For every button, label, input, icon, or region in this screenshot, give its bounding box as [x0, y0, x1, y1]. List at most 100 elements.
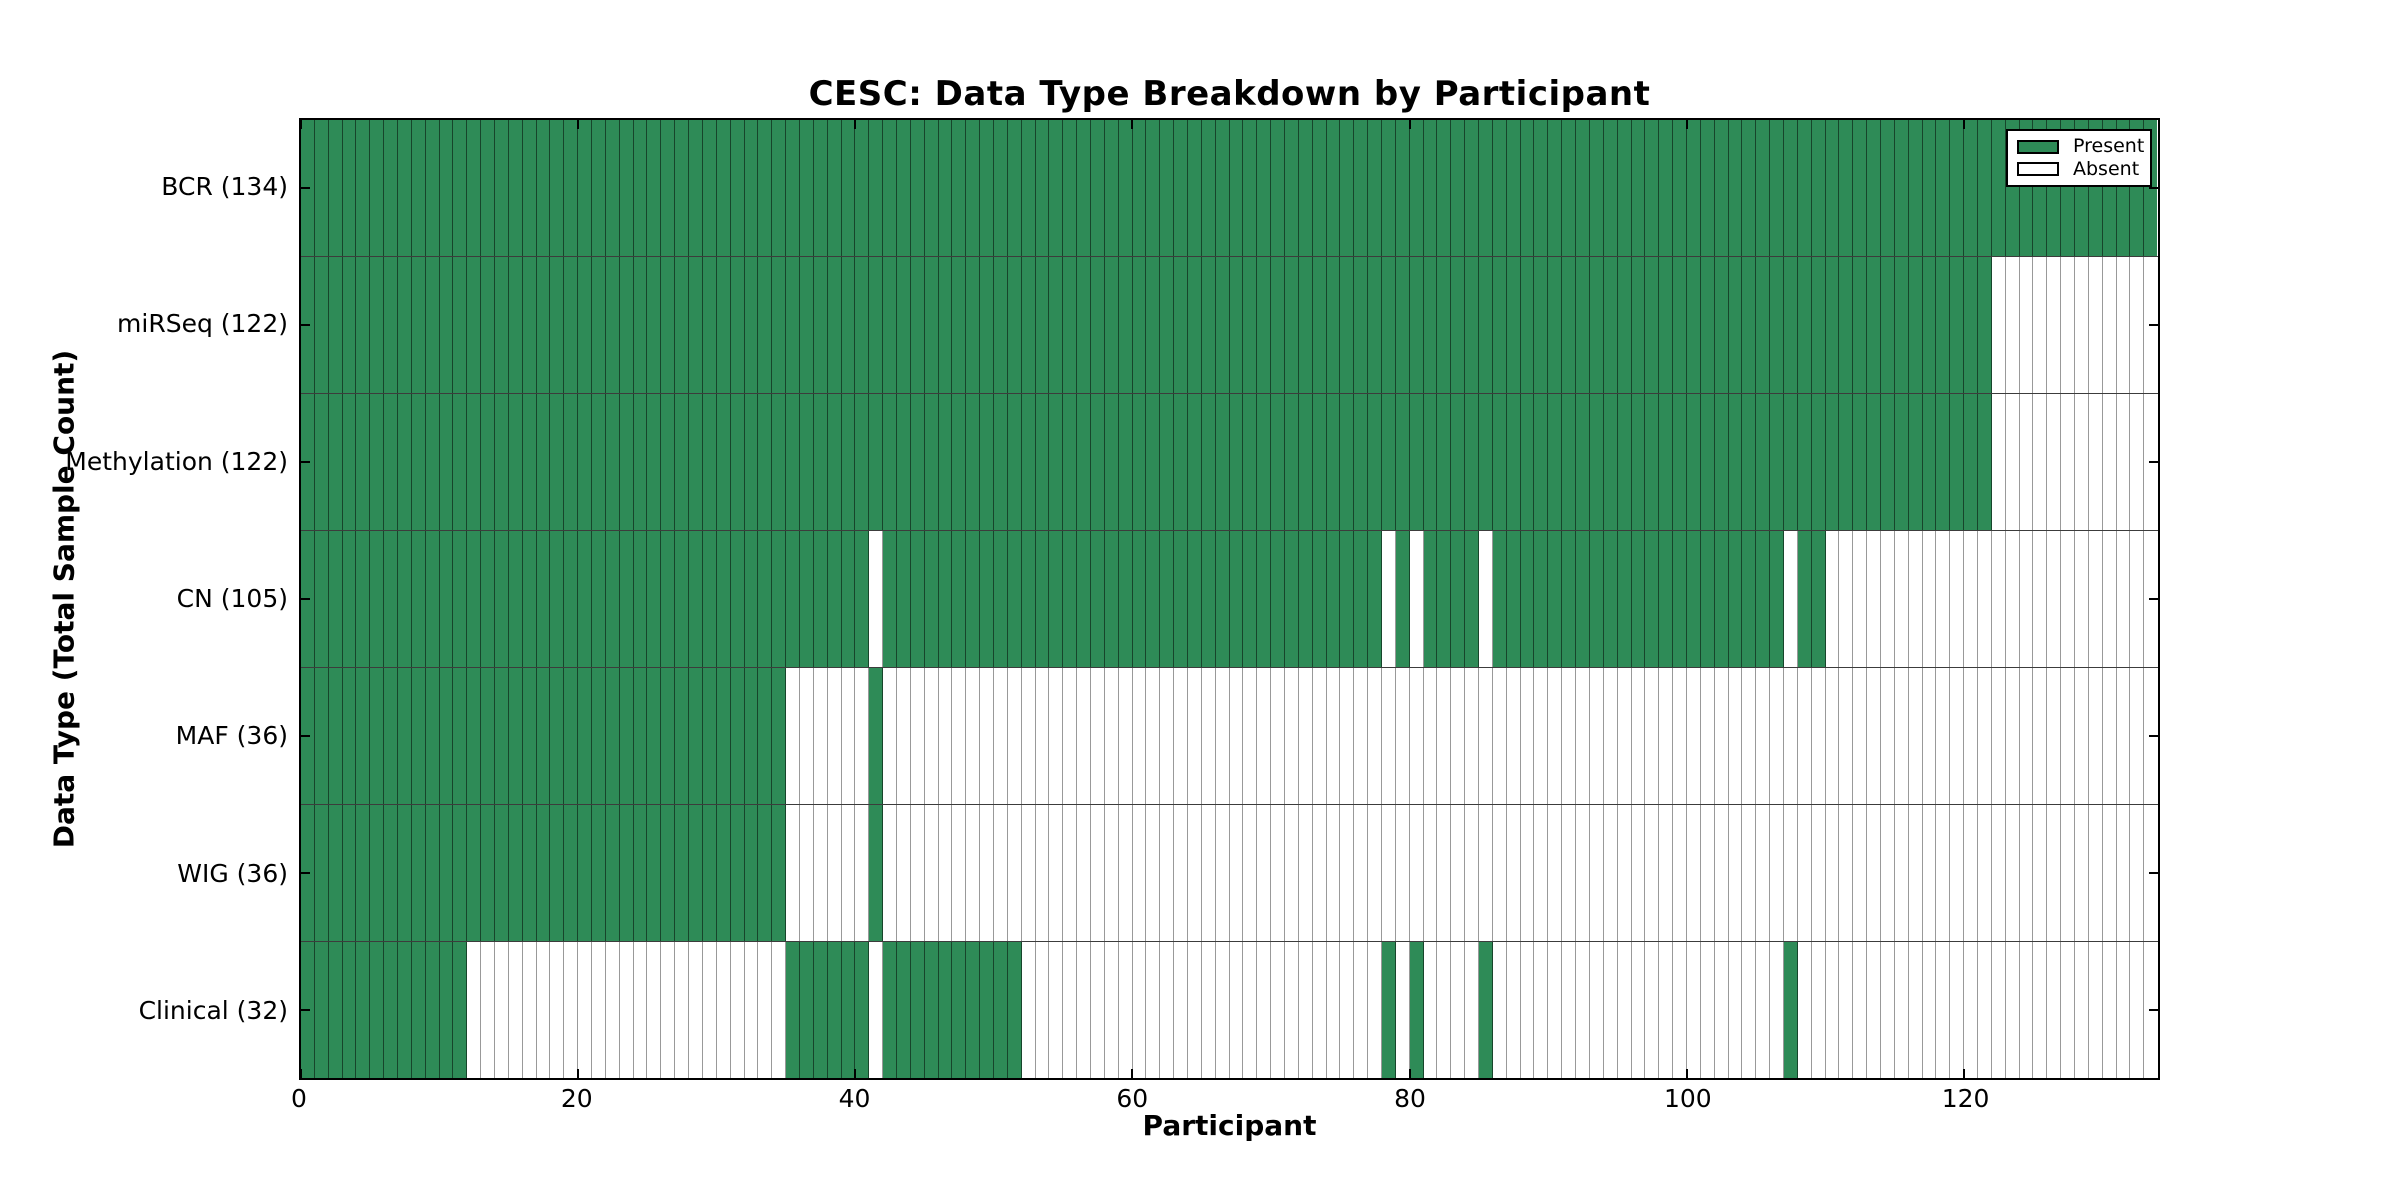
- present-cell: [1215, 257, 1230, 393]
- present-cell: [1811, 531, 1826, 667]
- present-cell: [592, 668, 606, 804]
- present-cell: [661, 531, 676, 667]
- absent-cell: [1243, 668, 1258, 804]
- present-cell: [1603, 257, 1618, 393]
- present-cell: [869, 257, 884, 393]
- present-cell: [841, 120, 856, 256]
- absent-cell: [1063, 942, 1078, 1078]
- absent-cell: [1188, 942, 1202, 1078]
- present-cell: [1534, 120, 1549, 256]
- present-cell: [1395, 257, 1410, 393]
- present-cell: [619, 531, 634, 667]
- present-cell: [702, 668, 717, 804]
- absent-cell: [1631, 805, 1646, 941]
- present-cell: [827, 531, 842, 667]
- absent-cell: [1229, 805, 1244, 941]
- present-cell: [1742, 120, 1757, 256]
- present-cell: [1368, 120, 1383, 256]
- present-cell: [924, 120, 939, 256]
- absent-cell: [1700, 942, 1715, 1078]
- present-cell: [1686, 394, 1701, 530]
- present-cell: [633, 531, 648, 667]
- absent-cell: [1770, 805, 1784, 941]
- chart-title: CESC: Data Type Breakdown by Participant: [808, 74, 1651, 114]
- absent-cell: [1756, 668, 1771, 804]
- present-cell: [619, 120, 634, 256]
- present-cell: [758, 120, 773, 256]
- present-cell: [453, 531, 468, 667]
- legend-label: Absent: [2073, 157, 2140, 180]
- absent-cell: [2088, 531, 2103, 667]
- present-cell: [550, 257, 565, 393]
- present-cell: [439, 257, 454, 393]
- y-tick-label-mirseq: miRSeq (122): [117, 309, 288, 339]
- absent-cell: [2005, 942, 2020, 1078]
- absent-cell: [952, 668, 967, 804]
- absent-cell: [1021, 805, 1036, 941]
- present-cell: [592, 394, 606, 530]
- absent-cell: [1603, 805, 1618, 941]
- present-cell: [855, 942, 870, 1078]
- absent-cell: [1977, 531, 1992, 667]
- absent-cell: [2047, 531, 2062, 667]
- absent-cell: [1257, 668, 1272, 804]
- y-tick-label-maf: MAF (36): [175, 721, 288, 751]
- present-cell: [1603, 394, 1618, 530]
- present-cell: [883, 120, 897, 256]
- absent-cell: [1825, 531, 1840, 667]
- present-cell: [1021, 531, 1036, 667]
- absent-cell: [1686, 942, 1701, 1078]
- present-cell: [1603, 120, 1618, 256]
- absent-cell: [1382, 805, 1396, 941]
- present-cell: [1936, 120, 1951, 256]
- absent-cell: [661, 942, 676, 1078]
- absent-cell: [1728, 805, 1743, 941]
- present-cell: [1090, 257, 1105, 393]
- present-cell: [1603, 531, 1618, 667]
- present-cell: [966, 394, 981, 530]
- present-cell: [1617, 120, 1632, 256]
- present-cell: [453, 942, 468, 1078]
- absent-cell: [1215, 942, 1230, 1078]
- absent-cell: [1977, 942, 1992, 1078]
- present-cell: [1867, 257, 1881, 393]
- present-cell: [1298, 120, 1313, 256]
- present-cell: [1451, 120, 1466, 256]
- absent-cell: [2061, 805, 2075, 941]
- present-cell: [453, 120, 468, 256]
- absent-cell: [1229, 668, 1244, 804]
- absent-cell: [1991, 394, 2006, 530]
- present-cell: [1160, 257, 1175, 393]
- absent-cell: [1783, 668, 1798, 804]
- present-cell: [786, 257, 800, 393]
- present-cell: [1021, 120, 1036, 256]
- absent-cell: [1659, 942, 1674, 1078]
- present-cell: [758, 531, 773, 667]
- absent-cell: [578, 942, 593, 1078]
- present-cell: [689, 394, 703, 530]
- absent-cell: [1894, 668, 1909, 804]
- present-cell: [924, 942, 939, 1078]
- present-cell: [1839, 394, 1854, 530]
- present-cell: [661, 805, 676, 941]
- present-cell: [1728, 120, 1743, 256]
- present-cell: [1853, 257, 1868, 393]
- y-tick-label-methylation: Methylation (122): [65, 446, 288, 476]
- present-cell: [633, 805, 648, 941]
- absent-cell: [1104, 668, 1119, 804]
- present-cell: [993, 394, 1008, 530]
- present-cell: [633, 120, 648, 256]
- absent-cell: [938, 668, 953, 804]
- present-cell: [1090, 394, 1105, 530]
- absent-cell: [1673, 942, 1687, 1078]
- present-cell: [1534, 531, 1549, 667]
- present-cell: [1825, 394, 1840, 530]
- absent-cell: [2005, 531, 2020, 667]
- present-cell: [1742, 394, 1757, 530]
- absent-cell: [1298, 668, 1313, 804]
- present-cell: [314, 805, 329, 941]
- absent-cell: [1451, 942, 1466, 1078]
- present-cell: [799, 120, 814, 256]
- present-cell: [689, 531, 703, 667]
- present-cell: [481, 531, 496, 667]
